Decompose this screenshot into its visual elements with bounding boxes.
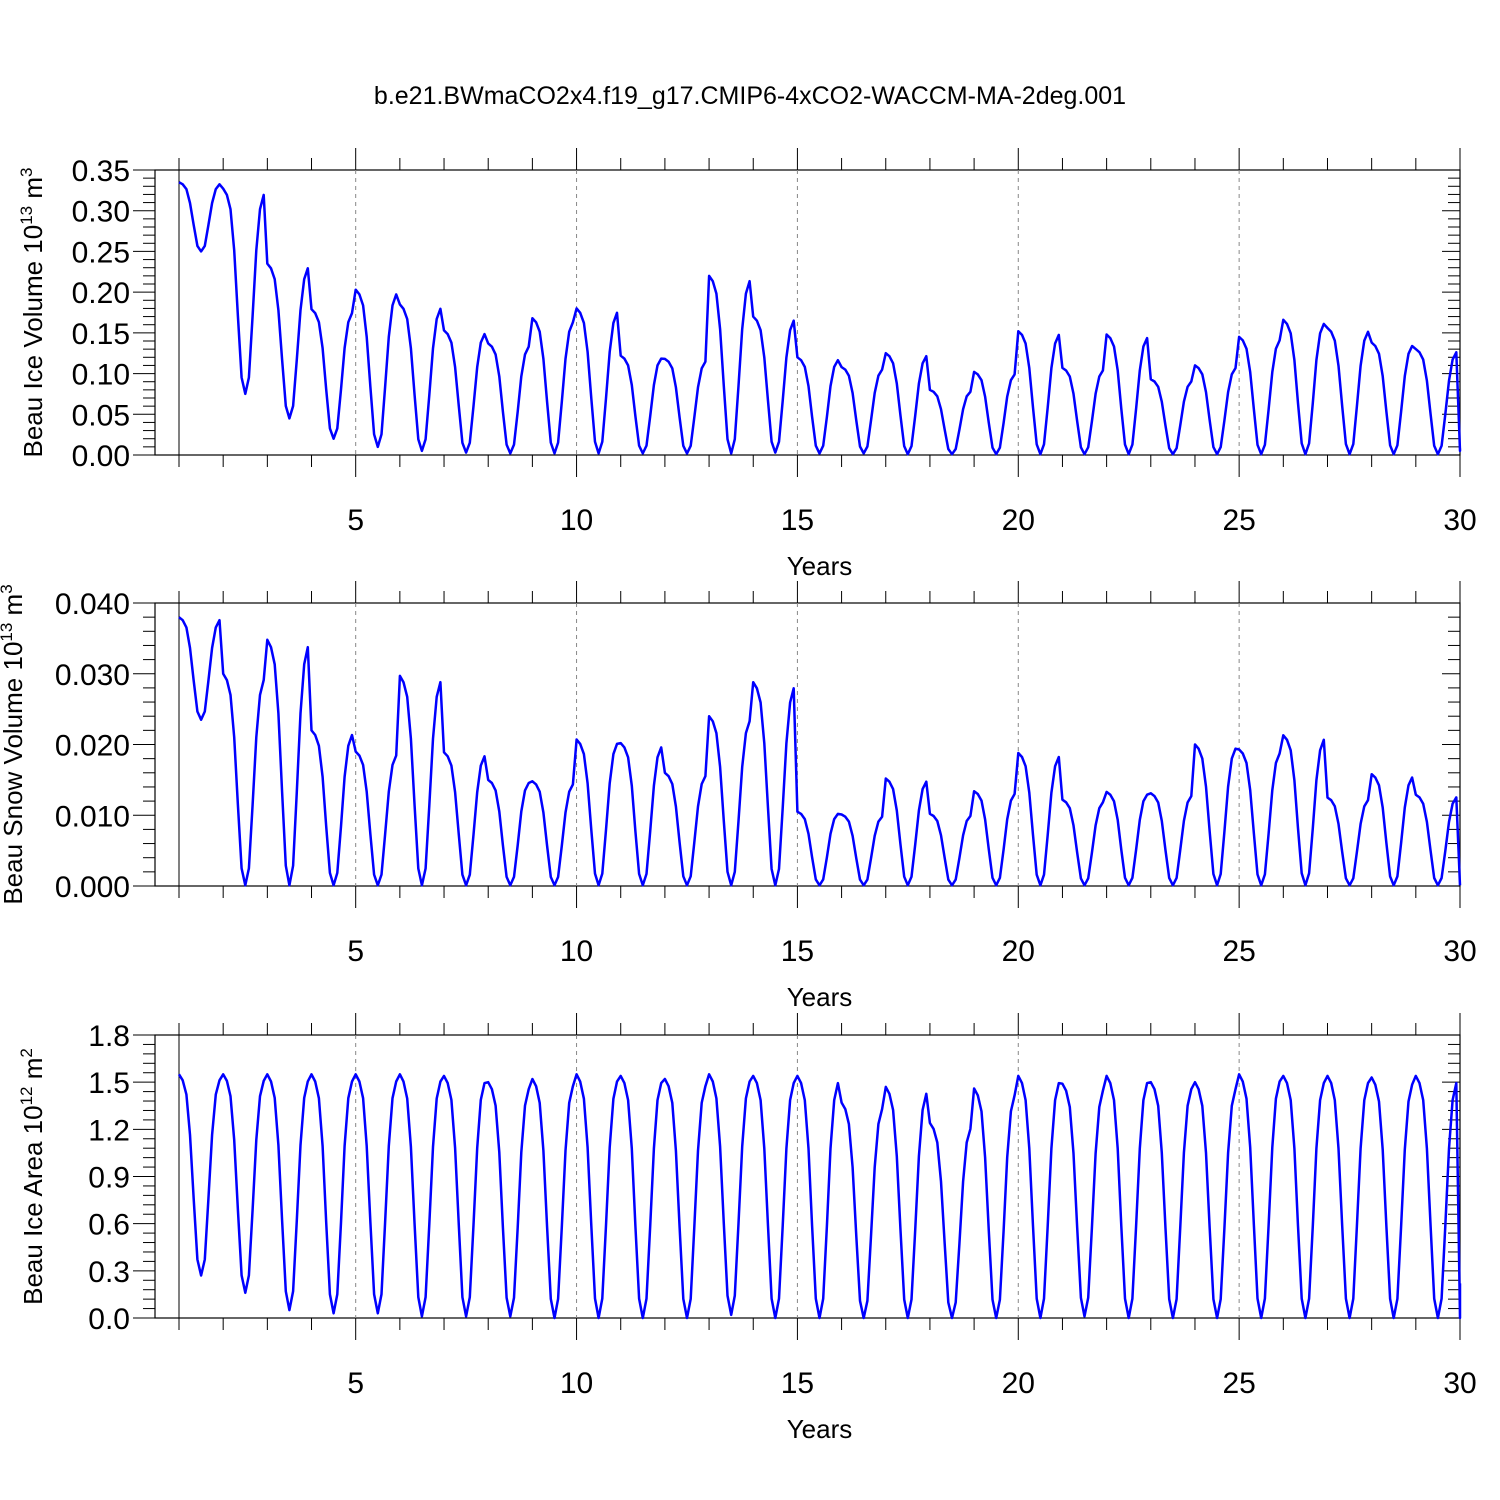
y-tick-label: 0.6 [88, 1209, 130, 1242]
y-tick-label: 0.9 [88, 1162, 130, 1195]
y-tick-label: 0.020 [55, 730, 130, 763]
x-tick-label-30: 30 [1443, 504, 1476, 537]
x-tick-label-20: 20 [1002, 1367, 1035, 1400]
y-tick-label: 0.030 [55, 659, 130, 692]
x-axis-label: Years [787, 1414, 853, 1444]
x-tick-label-5: 5 [347, 1367, 364, 1400]
y-axis-label-unit: m [18, 1058, 48, 1087]
y-axis-label-exponent: 13 [17, 206, 36, 225]
x-tick-label-10: 10 [560, 935, 593, 968]
x-tick-label-30: 30 [1443, 1367, 1476, 1400]
series-line [178, 181, 1462, 456]
x-tick-label-25: 25 [1222, 504, 1255, 537]
x-tick-label-5: 5 [347, 504, 364, 537]
y-axis-label: Beau Ice Area 1012 m2 [17, 1048, 48, 1305]
y-tick-label: 1.8 [88, 1020, 130, 1053]
y-axis-label-text: Beau Snow Volume 10 [0, 642, 28, 905]
plot-frame [154, 602, 1461, 887]
chart-panel-3: 5 10 15 20 25 30 Years 0.0 0.3 0.6 0.9 1.2 1.5 1.8 Bea… [17, 1013, 1477, 1444]
y-axis-label-text: Beau Ice Area 10 [18, 1105, 48, 1304]
y-axis-label: Beau Snow Volume 1013 m3 [0, 584, 28, 904]
x-tick-label-20: 20 [1002, 935, 1035, 968]
y-tick-label: 0.00 [72, 440, 130, 473]
y-tick-label: 0.35 [72, 155, 130, 188]
x-tick-label-15: 15 [781, 504, 814, 537]
y-tick-label: 0.05 [72, 399, 130, 432]
figure-title: b.e21.BWmaCO2x4.f19_g17.CMIP6-4xCO2-WACC… [373, 82, 1127, 110]
series-line [178, 616, 1462, 887]
y-tick-label: 1.5 [88, 1067, 130, 1100]
y-tick-label: 0.20 [72, 277, 130, 310]
y-tick-label: 0.0 [88, 1303, 130, 1336]
x-tick-label-20: 20 [1002, 504, 1035, 537]
y-tick-label: 1.2 [88, 1114, 130, 1147]
y-tick-label: 0.10 [72, 359, 130, 392]
y-tick-label: 0.15 [72, 318, 130, 351]
x-tick-label-10: 10 [560, 1367, 593, 1400]
x-tick-label-30: 30 [1443, 935, 1476, 968]
x-tick-label-15: 15 [781, 935, 814, 968]
x-tick-label-10: 10 [560, 504, 593, 537]
y-axis-label-exponent: 13 [0, 623, 16, 642]
y-axis-label-unit-exponent: 3 [0, 584, 16, 593]
series-line [177, 1073, 1462, 1320]
y-tick-label: 0.010 [55, 800, 130, 833]
chart-panel-2: 5 10 15 20 25 30 Years 0.000 0.010 0.020 0.030 0.04… [0, 581, 1477, 1012]
x-axis-label: Years [787, 982, 853, 1012]
y-tick-label: 0.000 [55, 871, 130, 904]
x-tick-label-15: 15 [781, 1367, 814, 1400]
y-axis-label-unit-exponent: 2 [17, 1048, 36, 1057]
chart-panel-1: 5 10 15 20 25 30 Years 0.00 0.05 0.10 0.15 0.20 0.25… [17, 148, 1477, 581]
x-tick-label-25: 25 [1222, 935, 1255, 968]
plot-frame [154, 169, 1461, 456]
y-tick-label: 0.30 [72, 196, 130, 229]
y-axis-label: Beau Ice Volume 1013 m3 [17, 168, 48, 458]
y-axis-label-exponent: 12 [17, 1086, 36, 1105]
y-axis-label-unit: m [0, 594, 28, 623]
x-axis-label: Years [787, 551, 853, 581]
y-axis-label-unit-exponent: 3 [17, 168, 36, 177]
y-tick-label: 0.25 [72, 236, 130, 269]
y-tick-label: 0.040 [55, 588, 130, 621]
y-tick-label: 0.3 [88, 1256, 130, 1289]
x-tick-label-5: 5 [347, 935, 364, 968]
plot-frame [154, 1034, 1461, 1319]
x-tick-label-25: 25 [1222, 1367, 1255, 1400]
y-axis-label-unit: m [18, 177, 48, 206]
y-axis-label-text: Beau Ice Volume 10 [18, 225, 48, 458]
